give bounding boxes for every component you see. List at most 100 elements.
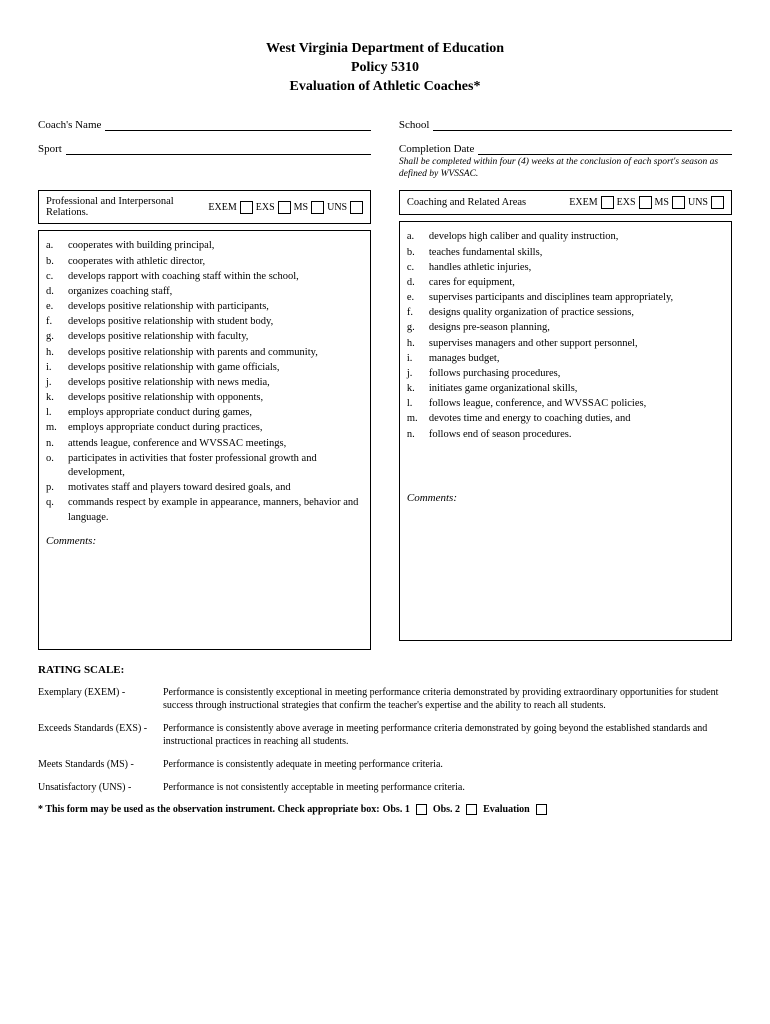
list-item: d.organizes coaching staff, <box>46 285 363 299</box>
item-letter: p. <box>46 481 68 495</box>
completion-note: Shall be completed within four (4) weeks… <box>399 157 732 181</box>
list-item: m.devotes time and energy to coaching du… <box>407 412 724 426</box>
section2-exem-checkbox[interactable] <box>601 196 614 209</box>
section1-header: Professional and Interpersonal Relations… <box>38 190 371 224</box>
item-letter: d. <box>407 276 429 290</box>
list-item: b.cooperates with athletic director, <box>46 255 363 269</box>
item-letter: b. <box>46 255 68 269</box>
item-letter: j. <box>407 367 429 381</box>
item-letter: a. <box>46 239 68 253</box>
item-letter: n. <box>46 437 68 451</box>
list-item: n.attends league, conference and WVSSAC … <box>46 437 363 451</box>
scale-desc: Performance is consistently above averag… <box>163 722 732 748</box>
item-text: develops positive relationship with oppo… <box>68 391 263 405</box>
item-letter: c. <box>407 261 429 275</box>
item-text: employs appropriate conduct during pract… <box>68 421 262 435</box>
section1-title: Professional and Interpersonal Relations… <box>46 196 208 218</box>
section2-ms-checkbox[interactable] <box>672 196 685 209</box>
list-item: f.develops positive relationship with st… <box>46 315 363 329</box>
item-letter: k. <box>46 391 68 405</box>
item-letter: f. <box>407 306 429 320</box>
rating-exem-label-2: EXEM <box>569 197 597 208</box>
item-letter: e. <box>46 300 68 314</box>
item-text: develops positive relationship with pare… <box>68 346 318 360</box>
item-letter: g. <box>46 330 68 344</box>
list-item: c.develops rapport with coaching staff w… <box>46 270 363 284</box>
list-item: c.handles athletic injuries, <box>407 261 724 275</box>
right-fields: School Completion Date Shall be complete… <box>399 119 732 181</box>
item-letter: k. <box>407 382 429 396</box>
section2-uns-checkbox[interactable] <box>711 196 724 209</box>
list-item: g.develops positive relationship with fa… <box>46 330 363 344</box>
item-text: manages budget, <box>429 352 500 366</box>
header-line-3: Evaluation of Athletic Coaches* <box>38 78 732 97</box>
scale-desc: Performance is consistently adequate in … <box>163 758 732 771</box>
item-text: develops positive relationship with facu… <box>68 330 248 344</box>
sport-input[interactable] <box>66 143 371 155</box>
item-text: handles athletic injuries, <box>429 261 531 275</box>
rating-uns-label: UNS <box>327 202 347 213</box>
obs1-checkbox[interactable] <box>416 804 427 815</box>
scale-term: Unsatisfactory (UNS) - <box>38 781 163 794</box>
rating-scale-rows: Exemplary (EXEM) -Performance is consist… <box>38 686 732 794</box>
school-input[interactable] <box>433 119 732 131</box>
item-text: cares for equipment, <box>429 276 515 290</box>
list-item: h.supervises managers and other support … <box>407 337 724 351</box>
section2-exs-checkbox[interactable] <box>639 196 652 209</box>
rating-exs-label-2: EXS <box>617 197 636 208</box>
item-text: develops positive relationship with news… <box>68 376 270 390</box>
item-text: develops positive relationship with stud… <box>68 315 273 329</box>
section1-exs-checkbox[interactable] <box>278 201 291 214</box>
item-letter: q. <box>46 496 68 524</box>
item-text: develops high caliber and quality instru… <box>429 230 619 244</box>
school-label: School <box>399 119 430 131</box>
item-text: develops positive relationship with game… <box>68 361 280 375</box>
sport-field: Sport <box>38 143 371 155</box>
rating-scale-title: RATING SCALE: <box>38 664 732 676</box>
rating-exem-label: EXEM <box>208 202 236 213</box>
section1-uns-checkbox[interactable] <box>350 201 363 214</box>
scale-term: Exemplary (EXEM) - <box>38 686 163 712</box>
top-fields: Coach's Name Sport School Completion Dat… <box>38 119 732 181</box>
list-item: a.develops high caliber and quality inst… <box>407 230 724 244</box>
list-item: e.supervises participants and discipline… <box>407 291 724 305</box>
section1-ms-checkbox[interactable] <box>311 201 324 214</box>
item-letter: i. <box>46 361 68 375</box>
item-letter: a. <box>407 230 429 244</box>
section1-exem-checkbox[interactable] <box>240 201 253 214</box>
item-letter: o. <box>46 452 68 480</box>
item-text: supervises participants and disciplines … <box>429 291 673 305</box>
header-line-1: West Virginia Department of Education <box>38 40 732 59</box>
item-letter: b. <box>407 246 429 260</box>
list-item: l.follows league, conference, and WVSSAC… <box>407 397 724 411</box>
scale-term: Exceeds Standards (EXS) - <box>38 722 163 748</box>
list-item: b.teaches fundamental skills, <box>407 246 724 260</box>
scale-row: Unsatisfactory (UNS) -Performance is not… <box>38 781 732 794</box>
coach-name-input[interactable] <box>105 119 371 131</box>
list-item: d.cares for equipment, <box>407 276 724 290</box>
item-letter: m. <box>407 412 429 426</box>
section2-comments: Comments: <box>407 492 724 504</box>
section-coaching: Coaching and Related Areas EXEM EXS MS U… <box>399 190 732 650</box>
school-field: School <box>399 119 732 131</box>
item-text: teaches fundamental skills, <box>429 246 542 260</box>
coach-name-label: Coach's Name <box>38 119 101 131</box>
eval-checkbox[interactable] <box>536 804 547 815</box>
section2-body: a.develops high caliber and quality inst… <box>399 221 732 641</box>
item-letter: j. <box>46 376 68 390</box>
section2-title: Coaching and Related Areas <box>407 197 569 208</box>
scale-term: Meets Standards (MS) - <box>38 758 163 771</box>
list-item: i.manages budget, <box>407 352 724 366</box>
item-letter: d. <box>46 285 68 299</box>
completion-date-input[interactable] <box>478 143 732 155</box>
item-letter: n. <box>407 428 429 442</box>
list-item: a.cooperates with building principal, <box>46 239 363 253</box>
item-text: participates in activities that foster p… <box>68 452 363 480</box>
obs2-checkbox[interactable] <box>466 804 477 815</box>
item-text: follows end of season procedures. <box>429 428 572 442</box>
list-item: m.employs appropriate conduct during pra… <box>46 421 363 435</box>
rating-ms-label-2: MS <box>655 197 669 208</box>
item-text: devotes time and energy to coaching duti… <box>429 412 631 426</box>
rating-ms-label: MS <box>294 202 308 213</box>
rating-uns-label-2: UNS <box>688 197 708 208</box>
